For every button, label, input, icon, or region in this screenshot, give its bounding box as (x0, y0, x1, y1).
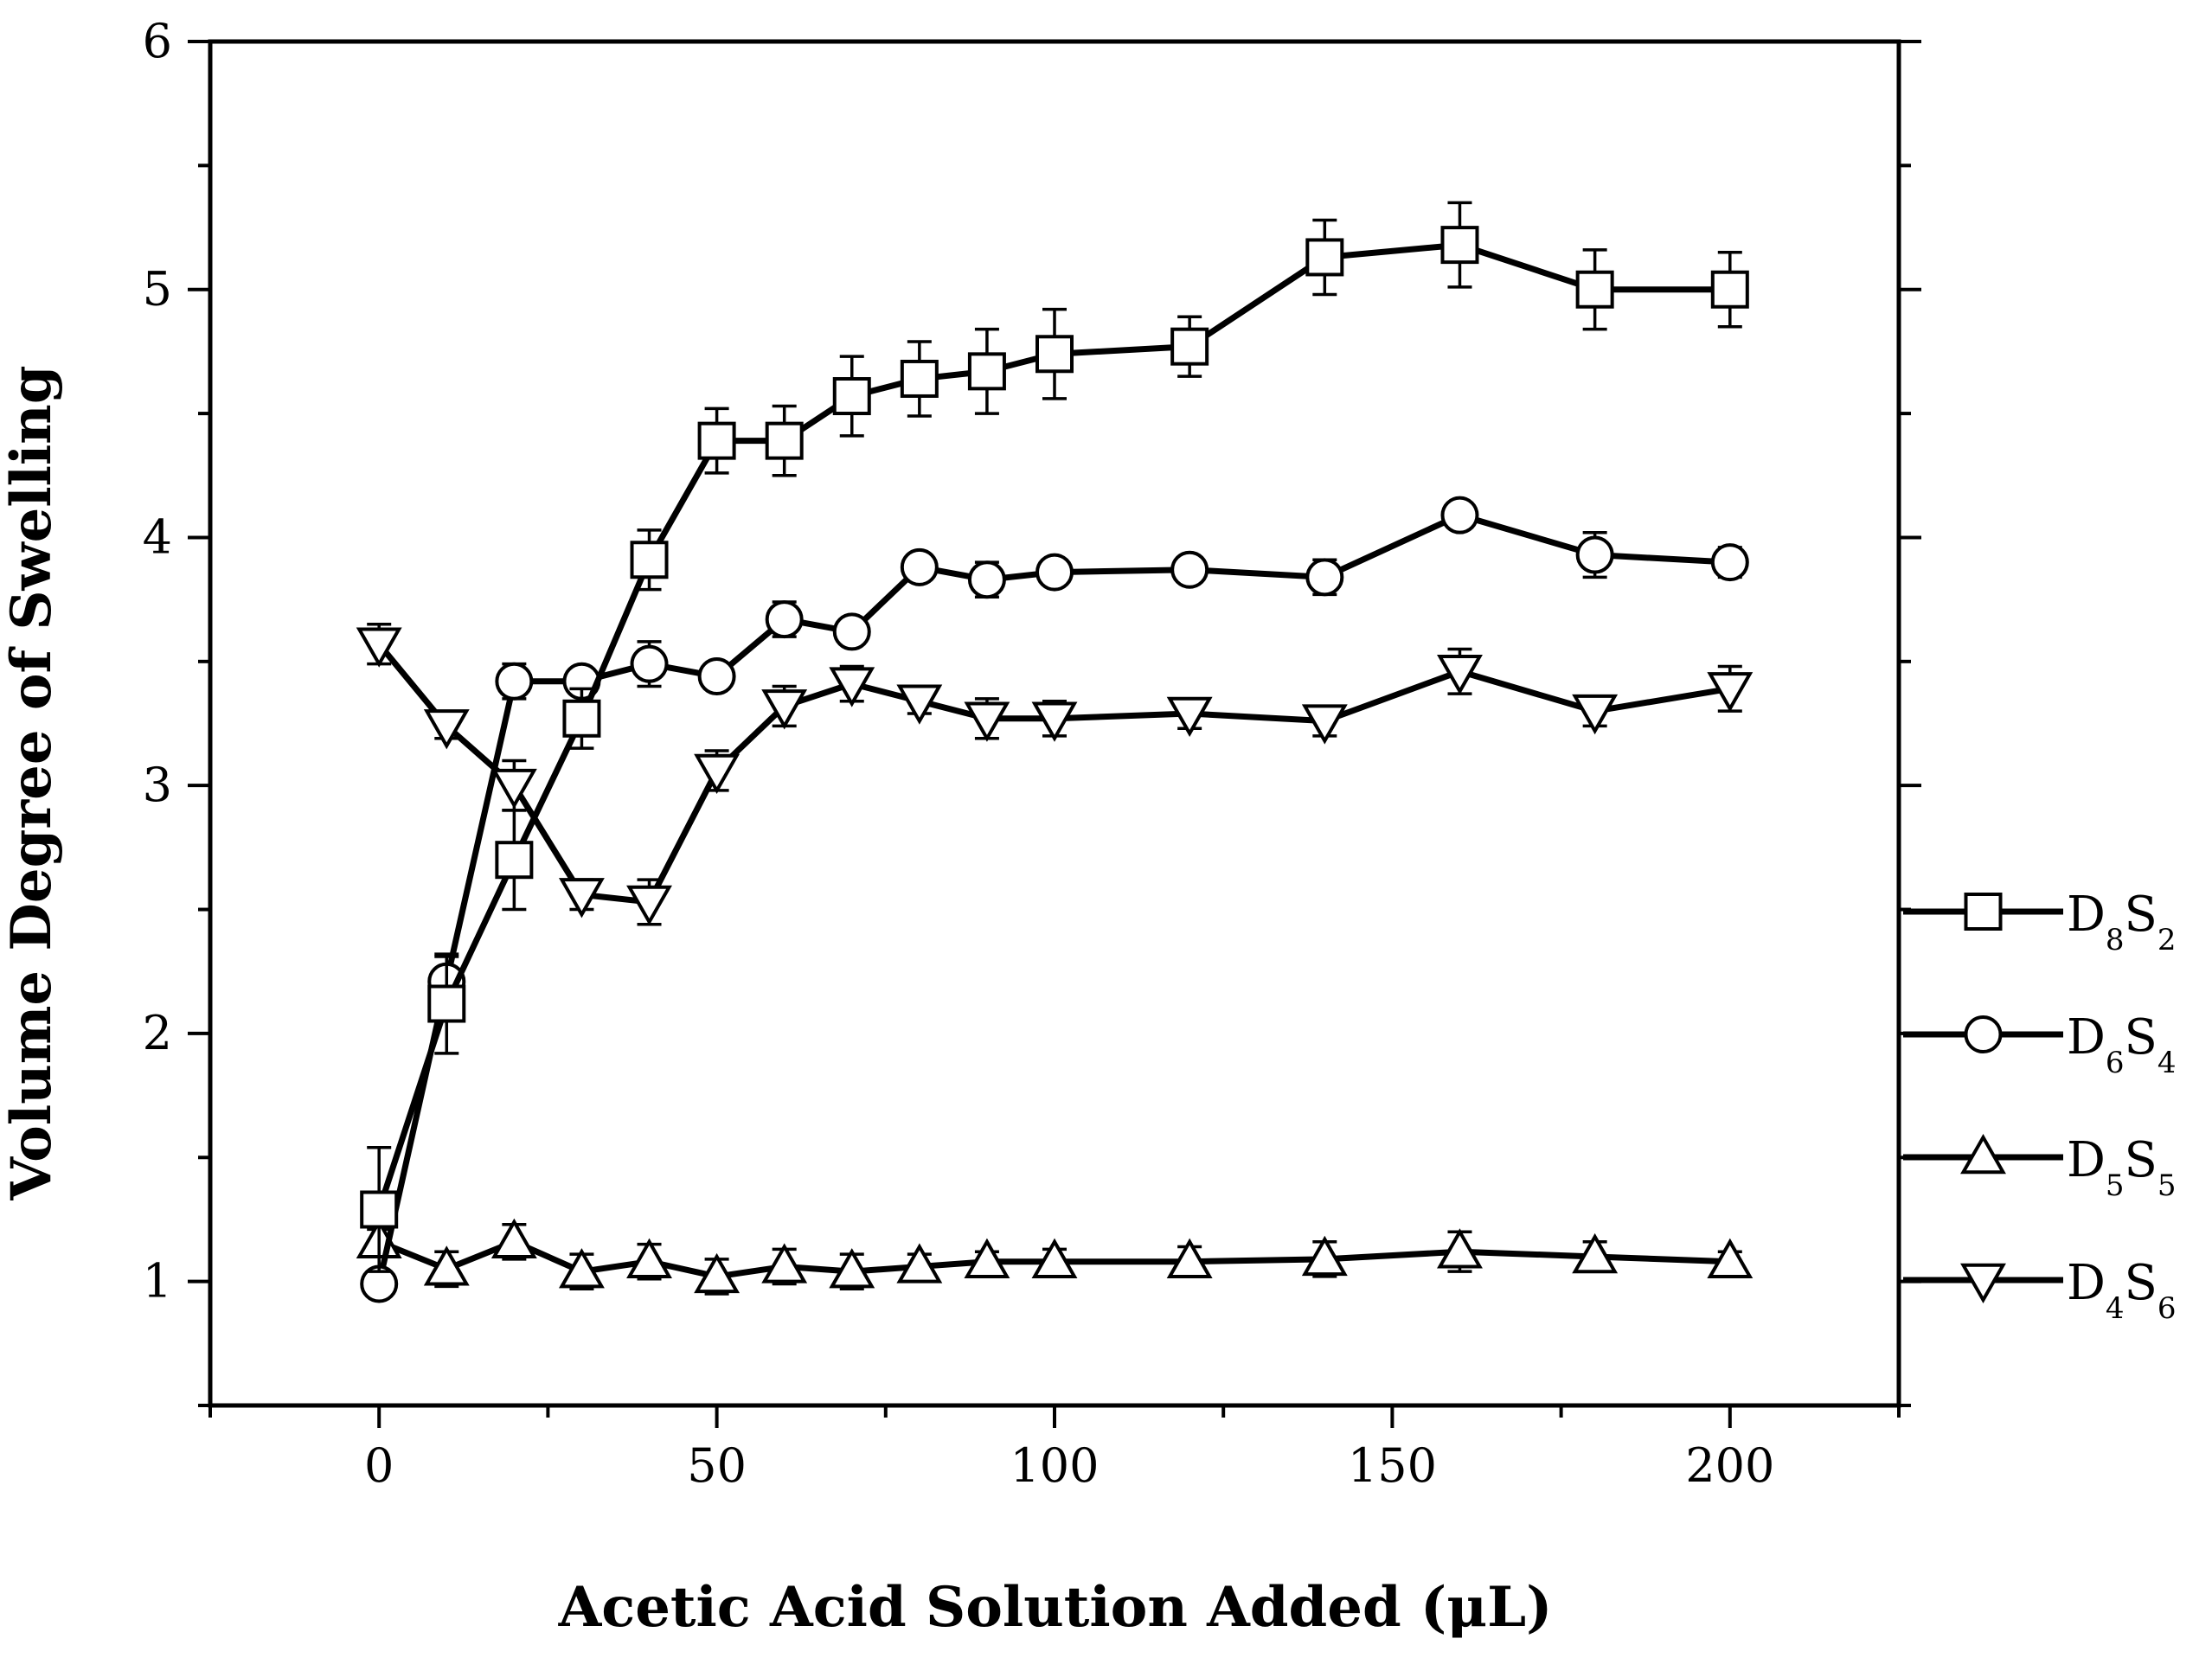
data-point (626, 1238, 672, 1278)
data-point (1710, 270, 1749, 309)
data-point (1575, 270, 1614, 309)
data-point (1572, 1232, 1619, 1274)
x-tick-label: 0 (364, 1438, 394, 1493)
data-point (1166, 1238, 1213, 1278)
legend-label: D6S4 (2067, 1009, 2177, 1080)
legend-marker (1960, 1263, 2006, 1304)
data-point (1305, 558, 1344, 597)
data-point (832, 612, 871, 651)
series-D5S5 (356, 1218, 1754, 1296)
data-point (626, 885, 672, 925)
data-point (1170, 327, 1209, 366)
data-point (1035, 553, 1074, 592)
data-point (1707, 672, 1754, 713)
data-point (558, 1248, 605, 1289)
data-point (697, 421, 736, 460)
data-point (967, 352, 1006, 391)
legend-item-D8S2: D8S2 (1903, 887, 2177, 957)
y-tick-label: 5 (143, 262, 172, 317)
series-line (376, 642, 1731, 906)
data-point (694, 753, 741, 795)
legend-item-D4S6: D4S6 (1903, 1255, 2177, 1326)
data-point (900, 547, 939, 586)
data-point (1170, 550, 1209, 589)
data-point (829, 667, 875, 707)
data-point (1572, 694, 1619, 735)
y-tick-label: 2 (143, 1006, 172, 1060)
data-point (829, 1248, 875, 1289)
data-point (761, 689, 808, 730)
data-point (495, 662, 534, 701)
legend-marker (1964, 893, 2003, 931)
x-tick-label: 100 (1010, 1438, 1099, 1493)
y-tick-label: 6 (143, 14, 172, 68)
data-point (967, 560, 1006, 599)
data-point (694, 1252, 741, 1294)
data-point (1707, 1238, 1754, 1278)
data-point (630, 541, 669, 579)
data-point (360, 1190, 399, 1229)
data-point (900, 359, 939, 398)
legend-marker (1960, 1133, 2006, 1175)
data-point (765, 600, 804, 639)
series-D4S6 (356, 623, 1754, 926)
legend: D8S2 D6S4 D5S5 D4S6 (1903, 887, 2177, 1326)
series-layer (356, 201, 1754, 1303)
data-point (765, 421, 804, 460)
x-tick-label: 150 (1348, 1438, 1437, 1493)
data-point (1440, 226, 1479, 265)
y-tick-label: 4 (143, 509, 172, 564)
data-point (832, 377, 871, 416)
x-axis-title: Acetic Acid Solution Added (μL) (558, 1575, 1553, 1640)
data-point (1035, 335, 1074, 374)
legend-label: D4S6 (2067, 1255, 2177, 1326)
data-point (490, 1218, 537, 1259)
data-point (427, 984, 466, 1023)
data-point (558, 878, 605, 919)
y-axis-title: Volume Degree of Swelling (0, 365, 64, 1200)
data-point (964, 1238, 1010, 1278)
legend-item-D5S5: D5S5 (1903, 1132, 2177, 1203)
data-point (697, 657, 736, 696)
data-point (490, 768, 537, 810)
x-axis: 0 50 100 150 200 (208, 1405, 1901, 1493)
data-point (423, 1245, 470, 1286)
data-point (562, 699, 601, 738)
data-point (1166, 696, 1213, 738)
series-line (377, 1239, 1730, 1280)
series-D8S2 (360, 201, 1749, 1273)
series-line (375, 512, 1730, 1285)
data-point (1710, 543, 1749, 582)
legend-marker (1964, 1015, 2003, 1053)
data-point (630, 644, 669, 683)
data-point (423, 709, 470, 750)
data-point (896, 684, 943, 725)
legend-item-D6S4: D6S4 (1903, 1009, 2177, 1080)
legend-label: D8S2 (2067, 887, 2177, 957)
data-point (1031, 1238, 1078, 1278)
data-point (1437, 1228, 1483, 1269)
y-tick-label: 3 (143, 758, 172, 812)
x-tick-label: 50 (687, 1438, 747, 1493)
series-line (375, 241, 1730, 1211)
data-point (1575, 535, 1614, 574)
legend-label: D5S5 (2067, 1132, 2177, 1203)
data-point (964, 701, 1010, 742)
x-tick-label: 200 (1685, 1438, 1774, 1493)
data-point (761, 1243, 808, 1284)
data-point (356, 627, 402, 668)
series-D6S4 (360, 496, 1749, 1303)
data-point (1301, 1235, 1348, 1277)
y-axis: 1 2 3 4 5 6 (143, 14, 1921, 1407)
data-point (1031, 701, 1078, 742)
data-point (1305, 238, 1344, 277)
data-point (1437, 655, 1483, 695)
data-point (495, 841, 534, 880)
y-tick-label: 1 (143, 1254, 172, 1309)
data-point (1301, 704, 1348, 745)
data-point (1440, 496, 1479, 535)
data-point (896, 1243, 943, 1284)
